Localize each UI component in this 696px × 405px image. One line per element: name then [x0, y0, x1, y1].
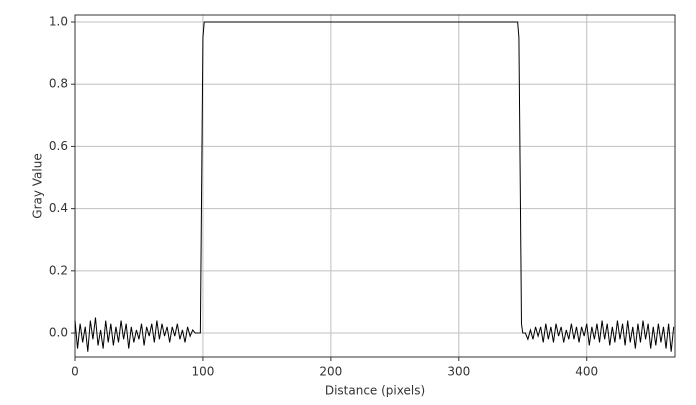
y-tick-label: 0.2 — [49, 263, 68, 277]
y-axis-label: Gray Value — [31, 153, 45, 218]
y-tick-label: 0.0 — [49, 326, 68, 340]
x-tick-label: 100 — [191, 365, 214, 379]
x-tick-label: 300 — [447, 365, 470, 379]
y-tick-label: 1.0 — [49, 14, 68, 28]
y-tick-label: 0.6 — [49, 139, 68, 153]
y-tick-label: 0.8 — [49, 77, 68, 91]
y-tick-label: 0.4 — [49, 201, 68, 215]
x-tick-label: 200 — [319, 365, 342, 379]
profile-line — [74, 21, 675, 352]
x-tick-label: 400 — [575, 365, 598, 379]
x-tick-label: 0 — [71, 365, 79, 379]
plot-frame — [74, 14, 676, 358]
x-axis-label: Distance (pixels) — [325, 384, 425, 398]
